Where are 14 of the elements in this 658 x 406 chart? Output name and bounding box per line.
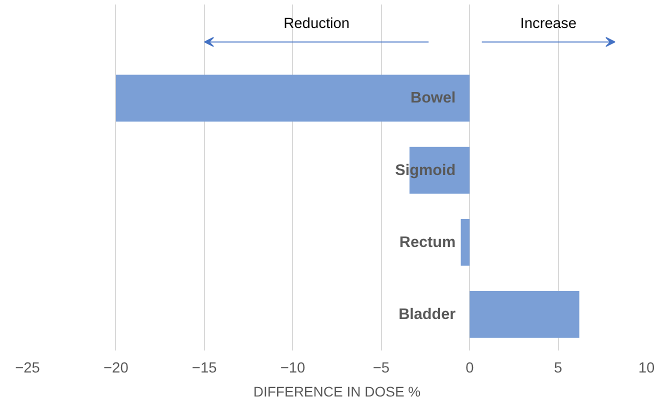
y-tick-label: Bowel [410, 90, 456, 107]
y-tick-label: Bladder [398, 306, 456, 323]
x-tick-label: −5 [372, 360, 390, 376]
x-tick-label: −10 [280, 360, 306, 376]
annotation: Increase [520, 16, 576, 32]
x-tick-label: 10 [638, 360, 655, 376]
x-tick-label: 0 [466, 360, 474, 376]
x-tick-label: −20 [104, 360, 128, 376]
x-axis-title: DIFFERENCE IN DOSE % [253, 384, 421, 400]
annotation: Reduction [284, 16, 350, 32]
y-tick-label: Rectum [399, 234, 456, 251]
x-tick-label: −15 [192, 360, 217, 376]
x-tick-label: −25 [15, 360, 40, 376]
x-tick-label: 5 [554, 360, 562, 376]
